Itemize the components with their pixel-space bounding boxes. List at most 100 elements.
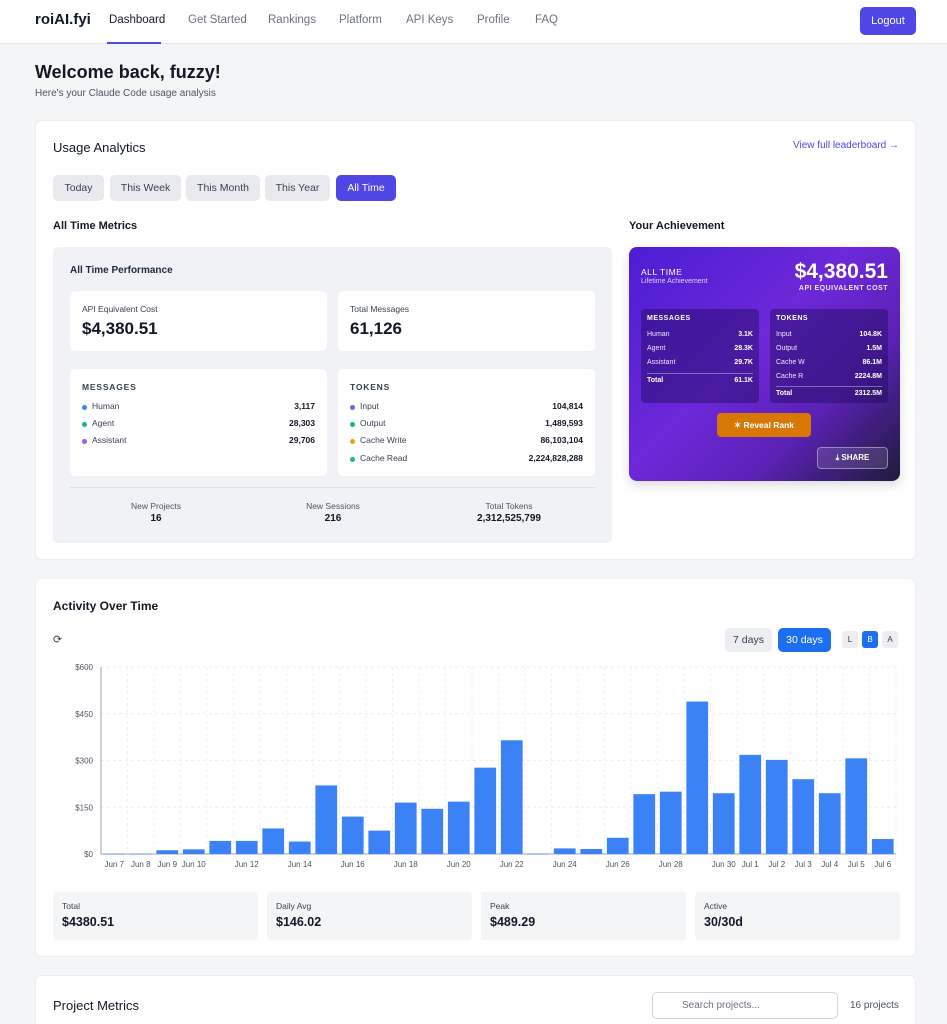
logout-button[interactable]: Logout xyxy=(860,7,916,35)
timeframe-this-month[interactable]: This Month xyxy=(186,175,260,201)
row-label: Cache Write xyxy=(360,435,407,445)
bar-jun-24 xyxy=(553,848,576,854)
performance-title: All Time Performance xyxy=(70,265,173,276)
row-value: 28.3K xyxy=(734,345,753,352)
x-tick-label: Jun 14 xyxy=(288,860,313,869)
x-tick-label: Jun 22 xyxy=(500,860,525,869)
active-tab-indicator xyxy=(107,42,161,44)
row-label: Agent xyxy=(92,418,115,428)
activity-title: Activity Over Time xyxy=(53,599,159,613)
welcome-title: Welcome back, fuzzy! xyxy=(35,62,221,82)
bar-jun-17 xyxy=(368,830,391,854)
messages-box: MESSAGES Human 3,117 Agent 28,303 Assist… xyxy=(70,369,327,476)
activity-bar-chart: $0 $150 $300 $450 $600 Jun 7 Jun 8 Jun 9 Jun 10 J… xyxy=(75,663,897,869)
timeframe-all-time[interactable]: All Time xyxy=(336,175,396,201)
row-label: Output xyxy=(776,345,798,352)
divider xyxy=(776,386,882,387)
stat-label: Total xyxy=(62,901,80,911)
legend-dot xyxy=(82,422,87,427)
achievement-card: ALL TIME Lifetime Achievement $4,380.51 … xyxy=(629,247,900,481)
bar-jun-25 xyxy=(580,849,603,854)
bar-jun-14 xyxy=(288,841,311,854)
brand-logo[interactable]: roiAI.fyi xyxy=(35,11,91,28)
timeframe-this-week[interactable]: This Week xyxy=(110,175,181,201)
reveal-rank-button[interactable]: ✶ Reveal Rank xyxy=(717,413,811,437)
mode-bar[interactable]: B xyxy=(862,631,878,648)
stat-value: 16 xyxy=(150,513,162,524)
x-tick-label: Jun 30 xyxy=(712,860,737,869)
range-7-days[interactable]: 7 days xyxy=(725,628,772,652)
bar-jun-28 xyxy=(659,791,682,854)
x-tick-label: Jun 7 xyxy=(104,860,124,869)
list-item: Agent 28.3K xyxy=(647,345,753,356)
x-tick-label: Jun 12 xyxy=(235,860,260,869)
y-tick-label: $150 xyxy=(75,803,93,812)
list-item: Assistant 29.7K xyxy=(647,359,753,370)
legend-dot xyxy=(82,439,87,444)
list-item: Cache W 86.1M xyxy=(776,359,882,370)
bar-jul-2 xyxy=(765,759,788,854)
bar-jul-1 xyxy=(739,754,762,854)
timeframe-this-year[interactable]: This Year xyxy=(265,175,330,201)
view-leaderboard-link[interactable]: View full leaderboard → xyxy=(793,140,899,151)
row-label: Total xyxy=(647,377,664,384)
project-count: 16 projects xyxy=(850,1000,899,1011)
y-tick-label: $600 xyxy=(75,663,93,672)
row-value: 104,814 xyxy=(552,401,583,411)
row-label: Assistant xyxy=(92,435,127,445)
bar-jun-27 xyxy=(633,794,656,854)
row-label: Input xyxy=(360,401,379,411)
stat-label: New Projects xyxy=(130,501,182,511)
row-value: 1.5M xyxy=(866,345,882,352)
bar-jul-3 xyxy=(792,779,815,854)
achievement-messages-box: MESSAGES Human 3.1K Agent 28.3K Assistant 2… xyxy=(641,309,759,403)
x-tick-label: Jun 16 xyxy=(341,860,366,869)
bar-jun-13 xyxy=(262,828,285,854)
nav-faq[interactable]: FAQ xyxy=(535,14,559,26)
activity-card: Activity Over Time ⟳ 7 days 30 days L B … xyxy=(35,578,916,957)
stat-label: Active xyxy=(704,901,728,911)
row-value: 28,303 xyxy=(289,418,315,428)
row-value: 104.8K xyxy=(859,331,882,338)
x-tick-label: Jun 10 xyxy=(182,860,207,869)
list-item: Assistant 29,706 xyxy=(82,435,315,449)
nav-dashboard[interactable]: Dashboard xyxy=(109,14,166,26)
range-30-days[interactable]: 30 days xyxy=(778,628,831,652)
mode-area[interactable]: A xyxy=(882,631,898,648)
reveal-rank-label: Reveal Rank xyxy=(743,420,795,430)
new-projects-stat: New Projects 16 xyxy=(86,501,226,524)
api-cost-label: API Equivalent Cost xyxy=(82,304,158,314)
row-value: 2312.5M xyxy=(854,390,882,397)
x-tick-label: Jun 20 xyxy=(447,860,472,869)
nav-get-started[interactable]: Get Started xyxy=(188,14,247,26)
total-stat-box: Total $4380.51 xyxy=(53,892,258,940)
nav-rankings[interactable]: Rankings xyxy=(268,14,316,26)
stat-label: Peak xyxy=(490,901,510,911)
nav-profile[interactable]: Profile xyxy=(477,14,510,26)
x-tick-label: Jul 3 xyxy=(795,860,812,869)
all-time-metrics-heading: All Time Metrics xyxy=(53,220,138,232)
messages-caption: MESSAGES xyxy=(82,382,137,392)
nav-platform[interactable]: Platform xyxy=(339,14,382,26)
bar-jun-11 xyxy=(209,840,232,854)
list-item: Agent 28,303 xyxy=(82,418,315,432)
project-metrics-title: Project Metrics xyxy=(53,998,139,1013)
list-item: Output 1,489,593 xyxy=(350,418,583,432)
share-button[interactable]: ⤓ SHARE xyxy=(817,447,888,469)
row-value: 1,489,593 xyxy=(545,418,583,428)
timeframe-today[interactable]: Today xyxy=(53,175,104,201)
x-tick-label: Jun 8 xyxy=(131,860,151,869)
x-tick-label: Jul 5 xyxy=(848,860,865,869)
nav-api-keys[interactable]: API Keys xyxy=(406,14,454,26)
tokens-caption: TOKENS xyxy=(350,382,391,392)
welcome-subtitle: Here's your Claude Code usage analysis xyxy=(35,88,216,99)
row-value: 3.1K xyxy=(738,331,753,338)
search-projects-input[interactable] xyxy=(652,992,838,1019)
bar-jun-15 xyxy=(315,785,338,854)
row-label: Human xyxy=(647,331,670,338)
refresh-icon[interactable]: ⟳ xyxy=(53,634,63,646)
mode-line[interactable]: L xyxy=(842,631,858,648)
bar-jun-26 xyxy=(606,837,629,854)
legend-dot xyxy=(350,405,355,410)
total-messages-value: 61,126 xyxy=(350,319,402,338)
